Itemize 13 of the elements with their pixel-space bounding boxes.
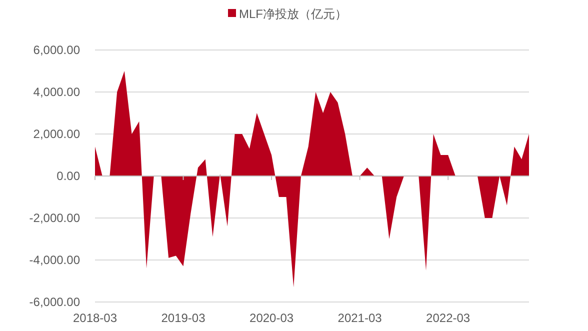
x-tick-label: 2019-03	[161, 311, 206, 325]
y-tick-label: -6,000.00	[29, 295, 80, 310]
x-tick-label: 2021-03	[338, 311, 382, 325]
x-tick-label: 2022-03	[426, 311, 470, 325]
y-tick-label: 2,000.00	[33, 127, 80, 142]
y-tick-label: 6,000.00	[33, 43, 80, 58]
y-tick-label: 4,000.00	[33, 85, 80, 100]
y-tick-label: -2,000.00	[29, 211, 80, 226]
y-tick-label: 0.00	[56, 169, 80, 184]
y-tick-label: -4,000.00	[29, 253, 80, 268]
legend-label: MLF净投放（亿元）	[239, 7, 347, 21]
x-tick-label: 2020-03	[250, 311, 294, 325]
x-tick-label: 2018-03	[72, 311, 118, 325]
